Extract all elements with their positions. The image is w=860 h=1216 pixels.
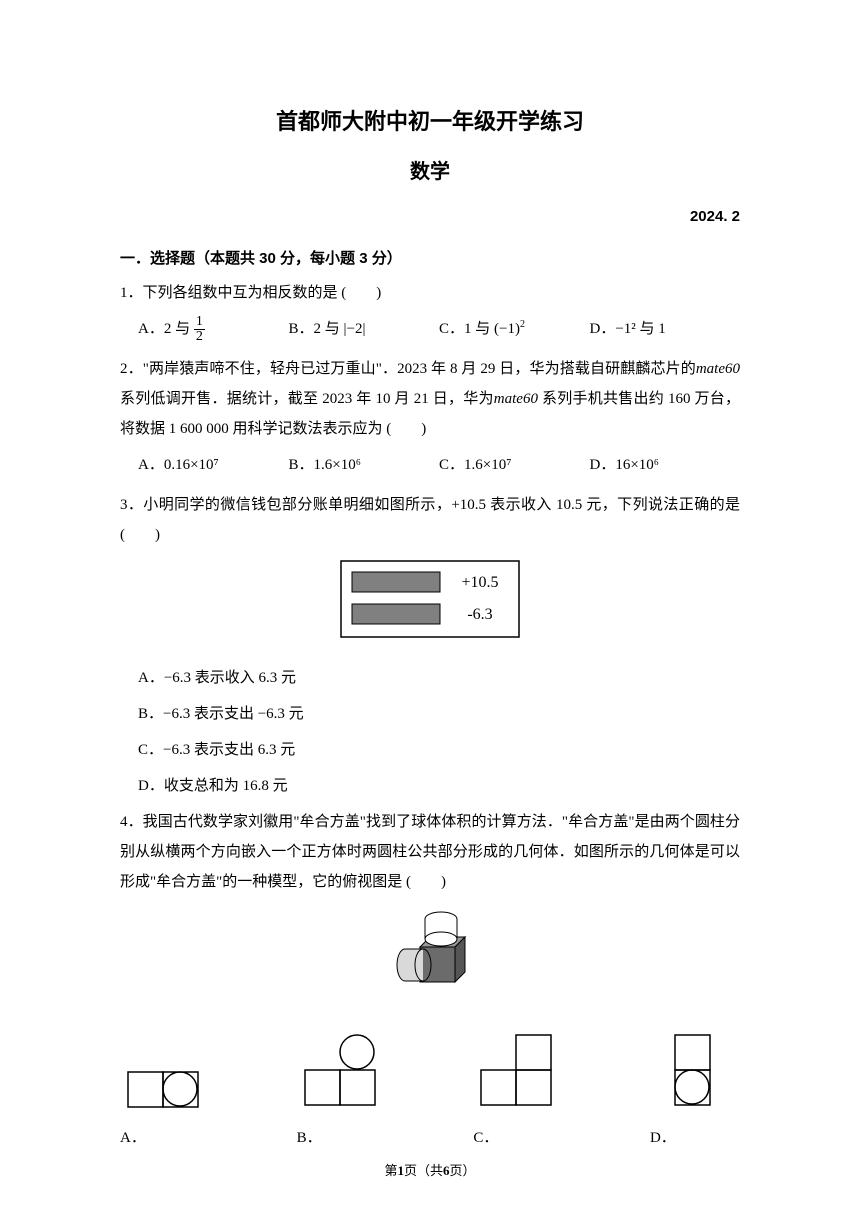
q4-opt-c: C．	[473, 1032, 583, 1153]
q2-opt-a: A．0.16×10⁷	[138, 450, 289, 480]
q2-opt-d: D．16×10⁶	[590, 450, 741, 480]
q2-opt-c: C．1.6×10⁷	[439, 450, 590, 480]
question-4-options: A． B． C． D．	[120, 1032, 740, 1153]
question-1-options: A．2 与 12 B．2 与 |−2| C．1 与 (−1)2 D．−1² 与 …	[138, 314, 740, 344]
question-3-options: A．−6.3 表示收入 6.3 元 B．−6.3 表示支出 −6.3 元 C．−…	[138, 663, 740, 801]
page-footer: 第1页（共6页）	[0, 1158, 860, 1184]
q4-opt-b: B．	[297, 1032, 407, 1153]
q4-opt-d: D．	[650, 1032, 740, 1153]
question-2-options: A．0.16×10⁷ B．1.6×10⁶ C．1.6×10⁷ D．16×10⁶	[138, 450, 740, 480]
q3-val1: +10.5	[461, 574, 498, 591]
q3-opt-b: B．−6.3 表示支出 −6.3 元	[138, 699, 740, 729]
q1-opt-b: B．2 与 |−2|	[289, 314, 440, 344]
q2-opt-b: B．1.6×10⁶	[289, 450, 440, 480]
q3-opt-a: A．−6.3 表示收入 6.3 元	[138, 663, 740, 693]
q1-opt-d: D．−1² 与 1	[590, 314, 741, 344]
question-1: 1．下列各组数中互为相反数的是 ( )	[120, 278, 740, 308]
q4-opt-a: A．	[120, 1042, 230, 1153]
question-4: 4．我国古代数学家刘徽用"牟合方盖"找到了球体体积的计算方法．"牟合方盖"是由两…	[120, 807, 740, 897]
q3-val2: -6.3	[467, 606, 492, 623]
q4-main-figure	[120, 907, 740, 1018]
q1-opt-a: A．2 与 12	[138, 314, 289, 344]
question-2: 2．"两岸猿声啼不住，轻舟已过万重山"．2023 年 8 月 29 日，华为搭载…	[120, 354, 740, 444]
q3-opt-d: D．收支总和为 16.8 元	[138, 771, 740, 801]
page-subtitle: 数学	[120, 152, 740, 192]
q3-figure: +10.5 -6.3	[120, 560, 740, 649]
question-3: 3．小明同学的微信钱包部分账单明细如图所示，+10.5 表示收入 10.5 元，…	[120, 490, 740, 550]
q1-opt-c: C．1 与 (−1)2	[439, 314, 590, 344]
page-title: 首都师大附中初一年级开学练习	[120, 100, 740, 144]
q3-opt-c: C．−6.3 表示支出 6.3 元	[138, 735, 740, 765]
exam-date: 2024. 2	[120, 202, 740, 232]
section-header: 一．选择题（本题共 30 分，每小题 3 分）	[120, 244, 740, 274]
